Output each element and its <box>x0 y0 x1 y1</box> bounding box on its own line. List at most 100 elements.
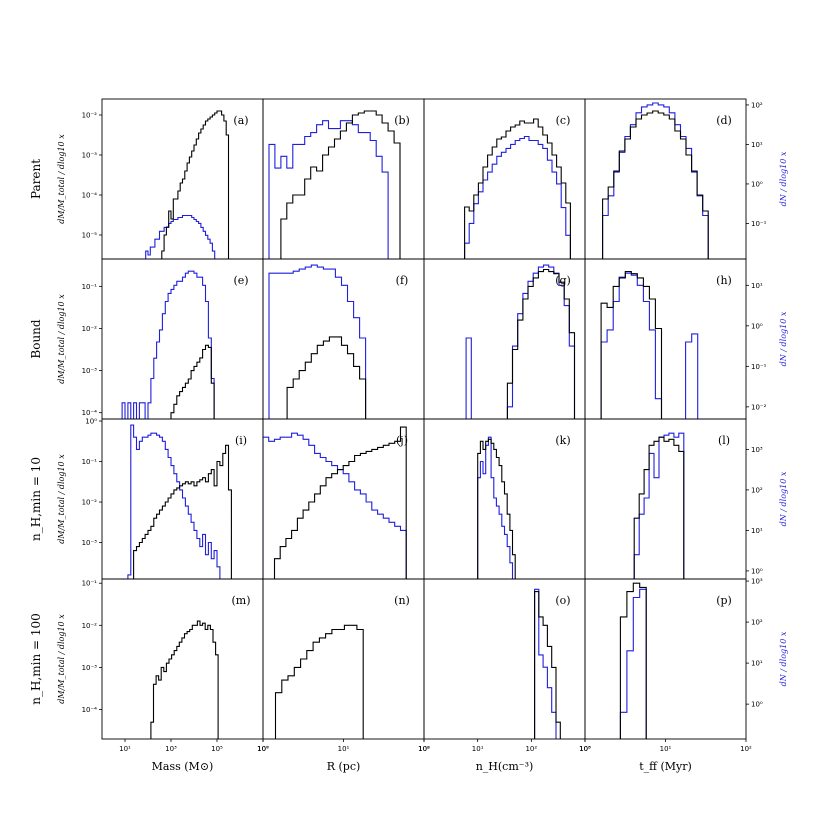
y2-tick-label: 10⁰ <box>751 180 763 188</box>
y-tick-label: 10⁻⁴ <box>82 409 98 417</box>
count-histogram <box>465 264 576 419</box>
mass-histogram <box>161 110 230 259</box>
count-histogram <box>127 424 221 579</box>
mass-histogram <box>534 591 561 739</box>
mass-histogram <box>170 344 215 419</box>
x-tick-label: 10² <box>525 745 537 753</box>
right-y-axis-label: dN / dlog10 x <box>779 311 788 366</box>
panel-label: (c) <box>556 114 571 127</box>
panel-label: (l) <box>718 434 730 447</box>
y2-tick-label: 10² <box>751 101 763 109</box>
y-tick-label: 10⁻² <box>82 622 98 630</box>
y2-tick-label: 10³ <box>751 446 763 454</box>
panel-label: (b) <box>394 114 410 127</box>
mass-histogram <box>602 110 709 259</box>
panel-i: (i) 10⁰ 10⁻¹ 10⁻² 10⁻³ <box>82 418 264 580</box>
y2-tick-label: 10⁰ <box>751 322 763 330</box>
x-axis-label: Mass (M⊙) <box>152 760 214 773</box>
x-tick-label: 10² <box>418 745 430 753</box>
x-axis-label: n_H(cm⁻³) <box>476 760 534 773</box>
x-tick-label: 10⁰ <box>257 745 269 753</box>
mass-histogram <box>477 438 516 579</box>
panel-label: (o) <box>555 594 570 607</box>
mass-histogram <box>150 620 219 739</box>
panel-label: (d) <box>716 114 732 127</box>
panel-k: (k) <box>423 418 586 580</box>
y2-tick-label: 10⁻¹ <box>751 220 767 228</box>
panel-e: (e) 10⁻¹ 10⁻² 10⁻³ 10⁻⁴ <box>82 258 264 420</box>
count-histogram <box>600 272 699 419</box>
y2-tick-label: 10² <box>751 619 763 627</box>
mass-histogram <box>619 582 647 739</box>
y2-tick-label: 10⁻¹ <box>751 363 767 371</box>
count-histogram <box>125 744 229 830</box>
y2-tick-label: 10¹ <box>751 141 763 149</box>
count-histogram <box>142 214 218 259</box>
mass-histogram <box>633 436 685 579</box>
panel-label: (g) <box>555 274 571 287</box>
x-tick-label: 10¹ <box>472 745 484 753</box>
right-y-axis-label: dN / dlog10 x <box>779 471 788 526</box>
panel-l: (l) 10³ 10² 10¹ 10⁰ <box>584 418 763 580</box>
count-histogram <box>263 744 376 811</box>
y2-tick-label: 10¹ <box>751 660 763 668</box>
panel-c: (c) <box>423 98 586 260</box>
x-tick-label: 10⁰ <box>579 745 591 753</box>
y-tick-label: 10⁻² <box>82 112 98 120</box>
panel-label: (i) <box>235 434 247 447</box>
right-y-axis-label: dN / dlog10 x <box>779 631 788 686</box>
y-tick-label: 10⁻¹ <box>82 580 98 588</box>
y-tick-label: 10⁻⁵ <box>82 232 98 240</box>
count-histogram <box>534 588 557 739</box>
y2-tick-label: 10⁰ <box>751 567 763 575</box>
x-tick-label: 10³ <box>579 745 591 753</box>
mass-histogram <box>286 336 367 419</box>
y2-tick-label: 10¹ <box>751 282 763 290</box>
y2-tick-label: 10² <box>751 486 763 494</box>
x-tick-label: 10⁷ <box>257 745 269 753</box>
y-tick-label: 10⁻³ <box>82 664 98 672</box>
y-tick-label: 10⁻³ <box>82 539 98 547</box>
y-tick-label: 10⁻² <box>82 499 98 507</box>
panel-a: (a) 10⁻² 10⁻³ 10⁻⁴ 10⁻⁵ <box>82 98 264 260</box>
panel-label: (j) <box>396 434 408 447</box>
panel-label: (m) <box>231 594 250 607</box>
mass-histogram <box>464 118 571 259</box>
y2-tick-label: 10³ <box>751 578 763 586</box>
panel-h: (h) 10¹ 10⁰ 10⁻¹ 10⁻² <box>584 258 767 420</box>
panel-label: (p) <box>716 594 732 607</box>
y-tick-label: 10⁻¹ <box>82 283 98 291</box>
count-histogram <box>477 436 514 579</box>
panel-b: (b) <box>262 98 425 260</box>
row-label: Parent <box>29 159 43 199</box>
row-label: n_H,min = 10 <box>29 457 43 541</box>
count-histogram <box>263 432 407 579</box>
x-tick-label: 10¹ <box>119 745 131 753</box>
panel-n: (n) 10⁰ 10¹ 10² <box>257 578 430 811</box>
y-tick-label: 10⁻¹ <box>82 458 98 466</box>
y2-tick-label: 10¹ <box>751 527 763 535</box>
panel-f: (f) <box>262 258 425 420</box>
panel-o: (o) 10⁰ 10¹ 10² 10³ <box>418 578 591 753</box>
mass-histogram <box>273 426 407 579</box>
count-histogram <box>268 264 367 419</box>
row-label: n_H,min = 100 <box>29 613 43 705</box>
x-tick-label: 10⁵ <box>211 745 223 753</box>
panel-label: (k) <box>555 434 570 447</box>
y-tick-label: 10⁻³ <box>82 367 98 375</box>
count-histogram <box>464 135 571 259</box>
x-tick-label: 10¹ <box>660 745 672 753</box>
row-label: Bound <box>29 319 43 359</box>
x-tick-label: 10¹ <box>338 745 350 753</box>
left-y-axis-label: dM/M_total / dlog10 x <box>57 134 66 224</box>
y-tick-label: 10⁻² <box>82 325 98 333</box>
x-tick-label: 10³ <box>165 745 177 753</box>
x-tick-label: 10² <box>740 745 752 753</box>
panel-j: (j) <box>262 418 425 580</box>
mass-histogram <box>506 268 576 419</box>
panel-g: (g) <box>423 258 586 420</box>
count-histogram <box>619 588 647 739</box>
y-tick-label: 10⁻⁴ <box>82 192 98 200</box>
mass-histogram <box>133 444 232 579</box>
x-tick-label: 10⁰ <box>418 745 430 753</box>
